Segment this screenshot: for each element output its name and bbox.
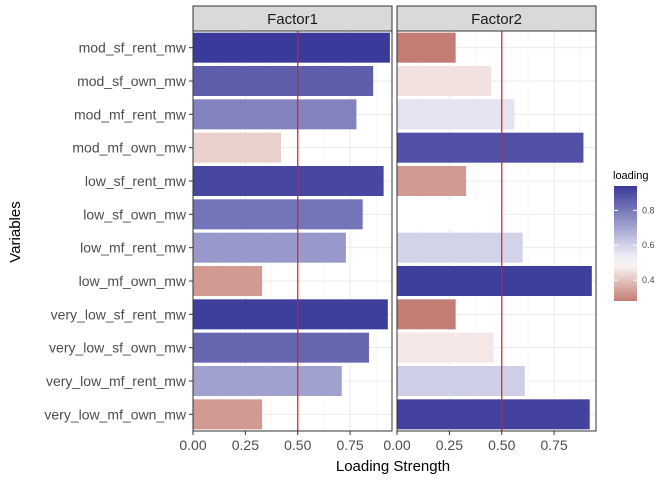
bar: [397, 266, 592, 296]
category-label: mod_mf_rent_mw: [74, 106, 187, 122]
bar: [397, 166, 467, 196]
x-tick-label: 0.50: [284, 437, 311, 453]
bar: [397, 199, 502, 230]
category-label: very_low_sf_own_mw: [49, 340, 187, 356]
panel-background: [193, 31, 392, 431]
x-tick-label: 0.75: [540, 437, 567, 453]
facet-panel-1: Factor1 0.00 0.25 0.50 0.75: [179, 5, 393, 453]
x-tick-label: 0.75: [336, 437, 363, 453]
bar: [193, 266, 263, 296]
category-label: low_sf_rent_mw: [85, 173, 187, 189]
y-axis-title: Variables: [7, 201, 24, 262]
legend-colorbar: [614, 186, 637, 301]
category-label: very_low_mf_own_mw: [44, 406, 186, 422]
bar: [397, 132, 584, 163]
legend-title: loading: [613, 170, 648, 182]
x-tick-label: 0.00: [383, 437, 410, 453]
facet-strip-label: Factor1: [267, 11, 318, 28]
category-label: mod_sf_rent_mw: [79, 40, 187, 56]
panel-border: [192, 30, 393, 432]
panel-border: [396, 30, 597, 432]
category-label: low_mf_own_mw: [79, 273, 187, 289]
x-axis-title: Loading Strength: [336, 458, 450, 475]
category-label: mod_sf_own_mw: [77, 73, 187, 89]
bar: [397, 99, 515, 130]
bar: [397, 66, 492, 96]
bar: [193, 366, 342, 396]
bar: [193, 132, 281, 163]
bar: [397, 232, 523, 263]
bar: [193, 32, 390, 63]
bar: [397, 332, 494, 363]
legend: loading 0.4 0.6 0.8: [613, 170, 655, 301]
bar: [193, 166, 384, 196]
category-label: low_sf_own_mw: [83, 206, 187, 222]
bar: [397, 299, 456, 330]
legend-tick-label: 0.8: [642, 205, 655, 215]
facet-strip: [192, 5, 393, 32]
category-label: mod_mf_own_mw: [72, 140, 186, 156]
bar: [193, 199, 363, 230]
bar: [193, 99, 357, 130]
bar: [193, 332, 369, 363]
facet-panel-2: Factor2 0.00 0.25 0.50 0.75: [383, 5, 597, 453]
bar: [397, 399, 590, 430]
bar: [397, 366, 525, 396]
x-tick-label: 0.25: [232, 437, 259, 453]
bar: [397, 32, 456, 63]
x-tick-label: 0.00: [179, 437, 206, 453]
legend-tick-label: 0.6: [642, 240, 655, 250]
x-tick-label: 0.25: [436, 437, 463, 453]
category-label: low_mf_rent_mw: [80, 240, 187, 256]
legend-tick-label: 0.4: [642, 275, 655, 285]
category-label: very_low_sf_rent_mw: [51, 306, 187, 322]
facet-strip-label: Factor2: [471, 11, 522, 28]
bar: [193, 232, 346, 263]
category-label: very_low_mf_rent_mw: [46, 373, 187, 389]
x-tick-label: 0.50: [488, 437, 515, 453]
panel-background: [397, 31, 596, 431]
bar: [193, 399, 263, 430]
bar: [193, 66, 374, 96]
bar: [193, 299, 388, 330]
